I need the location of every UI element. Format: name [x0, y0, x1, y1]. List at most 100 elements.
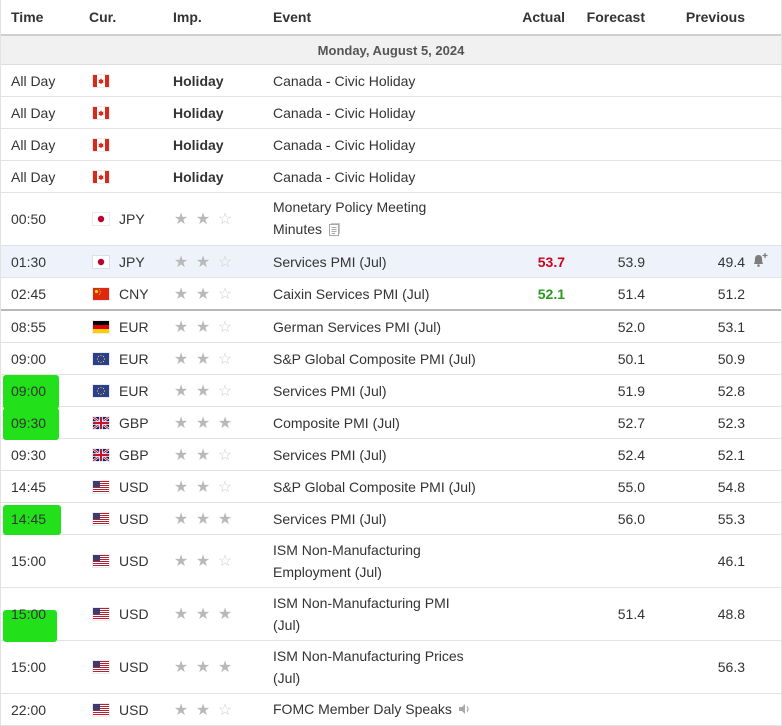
- table-row[interactable]: 09:30 GBP ★ ★ ★ Composite PMI (Jul) 52.7 52.3: [1, 407, 781, 440]
- table-row[interactable]: 09:30 GBP ★ ★ ☆ Services PMI (Jul) 52.4 52.1: [1, 439, 781, 471]
- col-currency-header[interactable]: Cur.: [89, 9, 117, 25]
- event-time: 09:00: [1, 375, 79, 409]
- date-header: Monday, August 5, 2024: [1, 36, 781, 65]
- event-name[interactable]: Services PMI (Jul): [271, 251, 487, 273]
- event-name-line1[interactable]: ISM Non-Manufacturing PMI: [273, 595, 450, 611]
- event-name-line2[interactable]: (Jul): [273, 670, 301, 686]
- star-filled-icon: ★: [195, 318, 211, 336]
- event-name-line1[interactable]: Canada - Civic Holiday: [273, 104, 416, 121]
- event-name-line1[interactable]: FOMC Member Daly Speaks: [273, 700, 452, 717]
- event-name-line2[interactable]: (Jul): [273, 617, 301, 633]
- flag-us-icon: [93, 661, 109, 673]
- table-row[interactable]: 22:00 USD ★ ★ ☆ FOMC Member Daly Speaks: [1, 694, 781, 726]
- event-name-line1[interactable]: S&P Global Composite PMI (Jul): [273, 350, 476, 367]
- event-time: All Day: [1, 105, 79, 121]
- event-name-line2[interactable]: Employment (Jul): [273, 564, 382, 580]
- col-previous-header[interactable]: Previous: [685, 9, 745, 25]
- col-time-header[interactable]: Time: [11, 9, 44, 25]
- table-row[interactable]: 14:45 USD ★ ★ ☆ S&P Global Composite PMI (Jul…: [1, 471, 781, 503]
- event-name[interactable]: German Services PMI (Jul): [271, 316, 487, 338]
- document-icon[interactable]: [328, 220, 342, 242]
- table-row[interactable]: 15:00 USD ★ ★ ☆ ISM Non-Manufacturing Employme…: [1, 535, 781, 588]
- event-name[interactable]: Canada - Civic Holiday: [271, 102, 487, 124]
- event-currency: USD: [79, 553, 165, 569]
- event-name[interactable]: Monetary Policy Meeting Minutes: [271, 196, 487, 241]
- event-name[interactable]: ISM Non-Manufacturing Employment (Jul): [271, 539, 487, 583]
- event-name-line1[interactable]: S&P Global Composite PMI (Jul): [273, 478, 476, 495]
- event-currency: JPY: [79, 211, 165, 227]
- col-actual-header[interactable]: Actual: [522, 9, 565, 25]
- table-row[interactable]: 02:45 CNY ★ ★ ☆ Caixin Services PMI (Jul) 52.1…: [1, 278, 781, 311]
- table-row[interactable]: All Day Holiday Canada - Civic Holiday: [1, 129, 781, 161]
- event-name[interactable]: FOMC Member Daly Speaks: [271, 698, 487, 721]
- table-row[interactable]: 01:30 JPY ★ ★ ☆ Services PMI (Jul) 53.7 53.9 49.…: [1, 246, 781, 278]
- event-currency: USD: [79, 511, 165, 527]
- event-currency: USD: [79, 479, 165, 495]
- table-row[interactable]: 14:45 USD ★ ★ ★ Services PMI (Jul) 56.0 55.3: [1, 503, 781, 535]
- event-name[interactable]: Services PMI (Jul): [271, 380, 487, 402]
- event-time: All Day: [1, 73, 79, 89]
- event-time-text: 09:30: [11, 414, 47, 431]
- event-time-text: 15:00: [11, 606, 47, 622]
- table-row[interactable]: All Day Holiday Canada - Civic Holiday: [1, 65, 781, 97]
- event-name[interactable]: ISM Non-Manufacturing PMI (Jul): [271, 592, 487, 636]
- event-name-line1[interactable]: ISM Non-Manufacturing Prices: [273, 648, 464, 664]
- previous-value: 53.1: [717, 318, 745, 335]
- flag-eu-icon: [93, 384, 109, 397]
- event-name-line1[interactable]: Canada - Civic Holiday: [273, 72, 416, 89]
- col-event-header[interactable]: Event: [273, 9, 312, 25]
- event-name[interactable]: Canada - Civic Holiday: [271, 166, 487, 188]
- event-name-line1[interactable]: Canada - Civic Holiday: [273, 168, 416, 185]
- event-time: 22:00: [1, 702, 79, 718]
- event-name-line1[interactable]: ISM Non-Manufacturing: [273, 542, 421, 558]
- event-name-line1[interactable]: Canada - Civic Holiday: [273, 136, 416, 153]
- star-filled-icon: ★: [173, 510, 189, 528]
- col-forecast-header[interactable]: Forecast: [586, 9, 645, 25]
- star-filled-icon: ★: [217, 414, 233, 432]
- star-filled-icon: ★: [195, 606, 211, 623]
- event-name[interactable]: S&P Global Composite PMI (Jul): [271, 476, 487, 498]
- event-name-line2[interactable]: Minutes: [273, 221, 323, 238]
- table-row[interactable]: 08:55 EUR ★ ★ ☆ German Services PMI (Jul) 52.0…: [1, 311, 781, 343]
- col-importance-header[interactable]: Imp.: [173, 9, 202, 25]
- currency-code: GBP: [119, 414, 149, 431]
- table-row[interactable]: 09:00 EUR ★ ★ ☆ Services PMI (Jul) 51.9 52.8: [1, 375, 781, 409]
- event-name[interactable]: Services PMI (Jul): [271, 444, 487, 466]
- star-filled-icon: ★: [195, 414, 211, 432]
- bell-add-icon[interactable]: [751, 252, 769, 271]
- event-name[interactable]: Canada - Civic Holiday: [271, 70, 487, 92]
- event-name[interactable]: S&P Global Composite PMI (Jul): [271, 348, 487, 370]
- table-row[interactable]: 15:00 USD ★ ★ ★ ISM Non-Manufacturing PMI (Jul…: [1, 588, 781, 642]
- flag-jp-icon: [93, 213, 109, 225]
- currency-code: GBP: [119, 446, 149, 463]
- event-name-line1[interactable]: German Services PMI (Jul): [273, 318, 442, 335]
- table-row[interactable]: All Day Holiday Canada - Civic Holiday: [1, 97, 781, 129]
- table-row[interactable]: 00:50 JPY ★ ★ ☆ Monetary Policy Meeting Minute…: [1, 193, 781, 246]
- event-name-line1[interactable]: Composite PMI (Jul): [273, 414, 400, 431]
- event-name-line1[interactable]: Monetary Policy Meeting: [273, 199, 427, 216]
- event-importance: Holiday: [165, 105, 271, 121]
- event-name-line1[interactable]: Caixin Services PMI (Jul): [273, 285, 430, 302]
- event-name-line1[interactable]: Services PMI (Jul): [273, 446, 387, 463]
- star-empty-icon: ☆: [217, 350, 233, 368]
- star-filled-icon: ★: [173, 382, 189, 400]
- event-name-line1[interactable]: Services PMI (Jul): [273, 382, 387, 399]
- event-importance: Holiday: [165, 137, 271, 153]
- event-name-line1[interactable]: Services PMI (Jul): [273, 253, 387, 270]
- event-name[interactable]: ISM Non-Manufacturing Prices (Jul): [271, 645, 487, 689]
- currency-code: EUR: [119, 350, 149, 367]
- flag-ca-icon: [93, 106, 109, 119]
- event-name[interactable]: Caixin Services PMI (Jul): [271, 283, 487, 305]
- event-name[interactable]: Composite PMI (Jul): [271, 412, 487, 434]
- event-importance: ★ ★ ★: [165, 657, 271, 677]
- event-name[interactable]: Services PMI (Jul): [271, 508, 487, 530]
- table-row[interactable]: 15:00 USD ★ ★ ★ ISM Non-Manufacturing Prices (…: [1, 641, 781, 694]
- event-name[interactable]: Canada - Civic Holiday: [271, 134, 487, 156]
- event-time: 15:00: [1, 553, 79, 569]
- flag-eu-icon: [93, 352, 109, 365]
- event-time-text: 15:00: [11, 659, 47, 675]
- table-row[interactable]: All Day Holiday Canada - Civic Holiday: [1, 161, 781, 193]
- event-time-text: All Day: [11, 72, 56, 89]
- table-row[interactable]: 09:00 EUR ★ ★ ☆ S&P Global Composite PMI (Jul…: [1, 343, 781, 375]
- event-name-line1[interactable]: Services PMI (Jul): [273, 510, 387, 527]
